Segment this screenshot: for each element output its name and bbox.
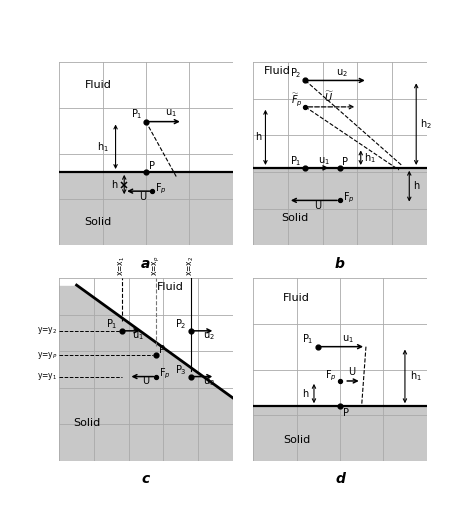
Text: Fluid: Fluid <box>157 282 183 292</box>
Point <box>142 118 150 126</box>
Text: d: d <box>335 472 345 486</box>
Point <box>301 164 309 172</box>
Text: u$_1$: u$_1$ <box>132 330 144 342</box>
Text: P$_2$: P$_2$ <box>290 66 302 80</box>
Text: P: P <box>342 157 348 167</box>
Text: Solid: Solid <box>283 435 310 445</box>
Point <box>301 103 309 111</box>
Text: a: a <box>141 256 151 270</box>
Text: b: b <box>335 257 345 271</box>
Text: x=x$_2$: x=x$_2$ <box>186 256 196 276</box>
Point <box>301 76 309 84</box>
Text: u$_1$: u$_1$ <box>342 333 354 345</box>
Point <box>315 342 322 351</box>
Text: y=y$_2$: y=y$_2$ <box>37 325 57 336</box>
Text: U: U <box>348 367 355 378</box>
Text: Fluid: Fluid <box>283 293 310 303</box>
Text: F$_p$: F$_p$ <box>155 181 167 196</box>
Text: P$_1$: P$_1$ <box>290 154 302 168</box>
Text: h$_1$: h$_1$ <box>410 369 422 383</box>
Text: U: U <box>142 376 149 385</box>
Text: Fluid: Fluid <box>85 80 112 90</box>
Point <box>187 372 195 381</box>
Text: $\widetilde{U}$: $\widetilde{U}$ <box>324 89 334 104</box>
Polygon shape <box>59 278 233 398</box>
Polygon shape <box>59 285 233 461</box>
Bar <box>253 168 427 245</box>
Text: Solid: Solid <box>73 418 100 428</box>
Text: Solid: Solid <box>85 217 112 227</box>
Text: Fluid: Fluid <box>264 66 291 76</box>
Text: U: U <box>314 200 321 210</box>
Point <box>336 196 344 205</box>
Text: F$_p$: F$_p$ <box>325 368 337 383</box>
Bar <box>59 172 233 245</box>
Text: $\widetilde{F}_p$: $\widetilde{F}_p$ <box>291 91 302 108</box>
Text: u$_2$: u$_2$ <box>203 330 215 342</box>
Text: y=y$_1$: y=y$_1$ <box>37 371 57 382</box>
Text: h: h <box>255 133 261 142</box>
Point <box>187 327 195 335</box>
Text: P$_1$: P$_1$ <box>131 107 142 121</box>
Text: h$_1$: h$_1$ <box>364 151 376 165</box>
Text: F$_p$: F$_p$ <box>343 191 355 205</box>
Text: P: P <box>149 161 155 171</box>
Point <box>153 372 160 381</box>
Text: y=y$_P$: y=y$_P$ <box>37 350 57 361</box>
Text: P: P <box>343 408 349 418</box>
Text: P$_1$: P$_1$ <box>302 332 314 346</box>
Text: c: c <box>142 471 150 485</box>
Text: u$_3$: u$_3$ <box>203 376 215 388</box>
Text: P$_2$: P$_2$ <box>175 318 187 331</box>
Text: U: U <box>139 192 146 203</box>
Point <box>118 327 126 335</box>
Text: P$_1$: P$_1$ <box>106 318 118 331</box>
Text: u$_1$: u$_1$ <box>319 155 330 167</box>
Text: u$_2$: u$_2$ <box>337 67 348 79</box>
Text: h: h <box>413 181 419 191</box>
Text: x=x$_1$: x=x$_1$ <box>117 256 127 276</box>
Bar <box>253 406 427 461</box>
Point <box>336 377 344 385</box>
Point <box>142 168 150 176</box>
Text: h: h <box>111 180 118 190</box>
Point <box>336 402 344 410</box>
Text: h: h <box>302 389 309 399</box>
Text: P$_3$: P$_3$ <box>175 363 187 377</box>
Point <box>336 164 344 172</box>
Text: P: P <box>159 344 165 355</box>
Text: h$_1$: h$_1$ <box>97 140 109 154</box>
Text: h$_2$: h$_2$ <box>419 117 431 131</box>
Text: u$_1$: u$_1$ <box>164 108 176 120</box>
Point <box>153 351 160 359</box>
Text: Solid: Solid <box>281 213 309 223</box>
Text: F$_p$: F$_p$ <box>159 367 171 381</box>
Point <box>148 187 156 195</box>
Text: x=x$_p$: x=x$_p$ <box>151 255 162 276</box>
